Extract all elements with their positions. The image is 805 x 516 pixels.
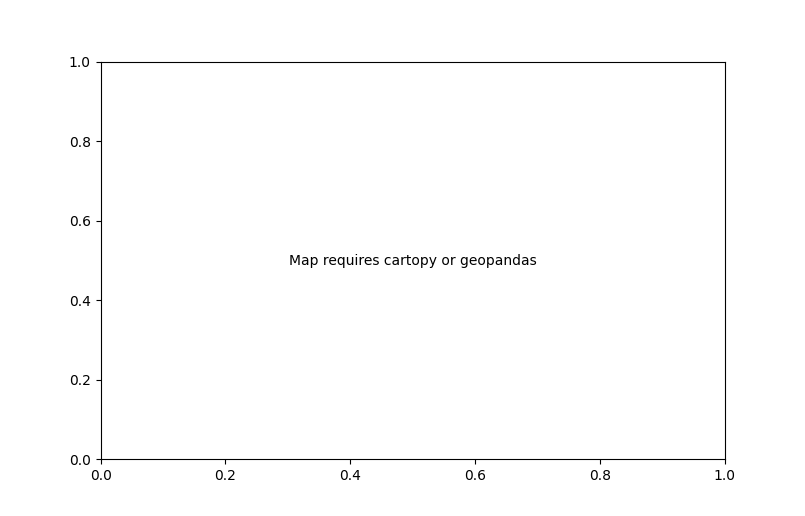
Text: Map requires cartopy or geopandas: Map requires cartopy or geopandas [289,253,536,268]
